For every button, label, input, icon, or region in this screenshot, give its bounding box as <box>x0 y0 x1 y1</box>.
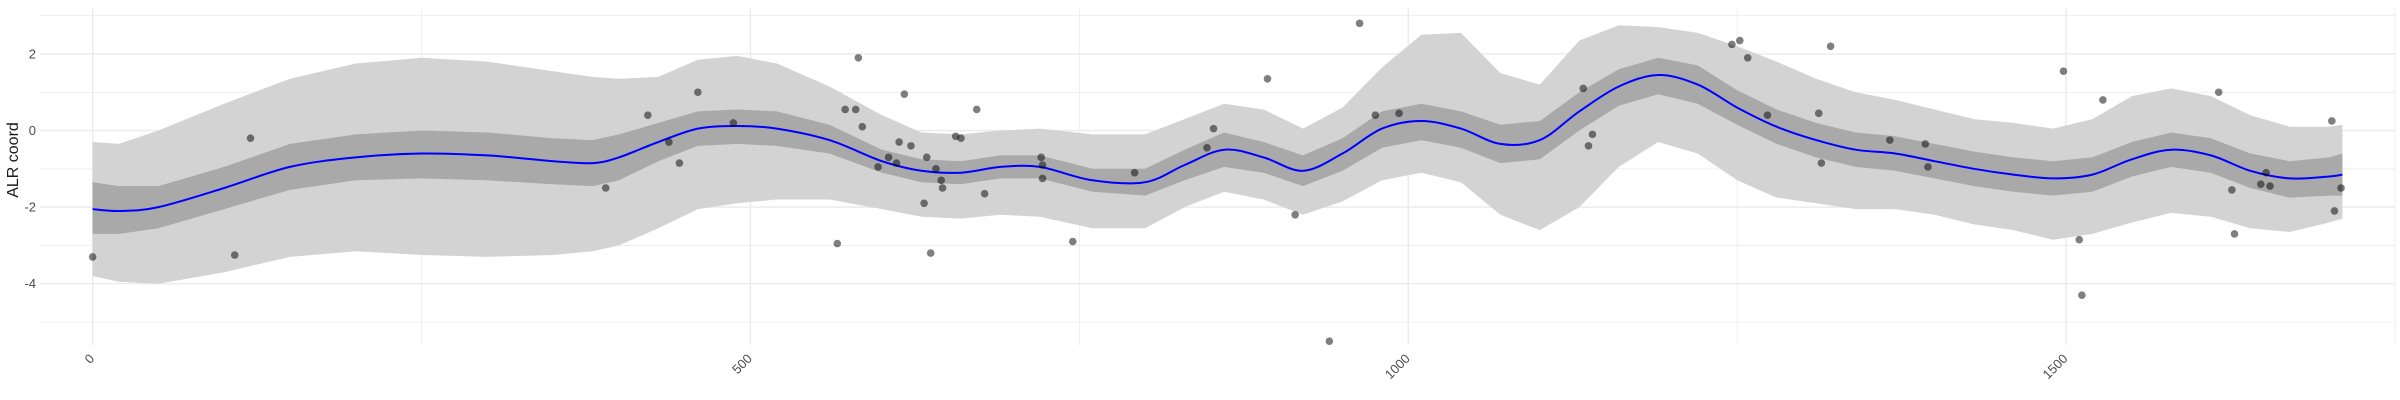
data-point <box>1038 174 1047 183</box>
data-point <box>907 142 915 150</box>
data-point <box>1209 124 1218 133</box>
data-point <box>900 90 909 98</box>
data-point <box>851 105 860 114</box>
confidence-bands <box>92 25 2343 284</box>
data-point <box>2075 235 2084 244</box>
data-point <box>1130 168 1139 177</box>
data-point <box>1203 143 1211 152</box>
data-point <box>1826 42 1835 51</box>
data-point <box>2214 88 2223 97</box>
data-point <box>2099 96 2107 104</box>
data-point <box>884 153 893 162</box>
y-tick-label: -4 <box>24 276 36 291</box>
data-point <box>2230 230 2239 238</box>
data-point <box>2257 180 2265 188</box>
data-point <box>644 111 652 120</box>
data-point <box>938 184 947 192</box>
data-point <box>246 134 255 143</box>
data-point <box>2262 168 2270 177</box>
data-point <box>922 153 931 162</box>
y-tick-label: 0 <box>29 123 36 138</box>
data-point <box>1817 159 1826 167</box>
y-tick-label: -2 <box>24 200 36 215</box>
data-point <box>2328 117 2336 125</box>
data-point <box>1743 53 1752 62</box>
data-point <box>854 53 863 62</box>
data-point <box>833 239 842 248</box>
x-tick-label: 1000 <box>1382 351 1413 382</box>
data-point <box>2228 186 2236 194</box>
data-point <box>874 163 882 171</box>
inner-confidence-band <box>92 57 2343 234</box>
data-point <box>920 199 928 208</box>
data-point <box>972 105 981 114</box>
data-point <box>1921 140 1930 148</box>
data-point <box>2266 182 2274 190</box>
data-point <box>1924 163 1932 171</box>
data-point <box>1584 142 1593 150</box>
data-point <box>1038 161 1047 169</box>
data-point <box>2330 207 2339 215</box>
data-point <box>2059 67 2068 75</box>
data-point <box>665 138 673 146</box>
data-point <box>895 138 903 146</box>
data-point <box>1728 40 1736 49</box>
data-point <box>1068 237 1077 246</box>
data-point <box>937 176 946 185</box>
x-tick-label: 0 <box>81 351 97 367</box>
data-point <box>675 159 684 167</box>
y-tick-label: 2 <box>29 46 36 61</box>
data-point <box>980 189 989 198</box>
data-point <box>230 251 239 259</box>
data-points <box>88 19 2345 345</box>
data-point <box>1325 337 1334 345</box>
x-axis-ticks: 0 500 1000 1500 <box>81 351 2070 382</box>
x-tick-label: 1500 <box>2040 351 2071 382</box>
data-point <box>1588 130 1597 139</box>
data-point <box>892 159 901 167</box>
data-point <box>926 249 935 257</box>
data-point <box>601 184 610 192</box>
data-point <box>729 119 738 127</box>
data-point <box>858 122 867 131</box>
data-point <box>1395 109 1403 118</box>
data-point <box>1037 153 1046 162</box>
data-point <box>2337 184 2345 192</box>
fitted-smooth-line <box>92 73 2343 213</box>
data-point <box>1291 210 1299 219</box>
y-axis-ticks: -4 -2 0 2 <box>24 46 36 291</box>
data-point <box>1814 109 1823 118</box>
data-point <box>1263 75 1272 83</box>
x-tick-label: 500 <box>729 351 755 377</box>
data-point <box>932 165 940 173</box>
data-point <box>1885 136 1894 144</box>
data-point <box>1371 111 1380 120</box>
data-point <box>1763 111 1772 120</box>
data-point <box>841 105 849 114</box>
data-point <box>957 134 965 143</box>
data-point <box>2078 291 2086 300</box>
data-point <box>88 253 97 261</box>
y-axis-title: ALR coord <box>5 122 22 198</box>
data-point <box>1579 84 1588 93</box>
data-point <box>694 88 702 97</box>
data-point <box>1355 19 1364 28</box>
data-point <box>1736 36 1744 45</box>
